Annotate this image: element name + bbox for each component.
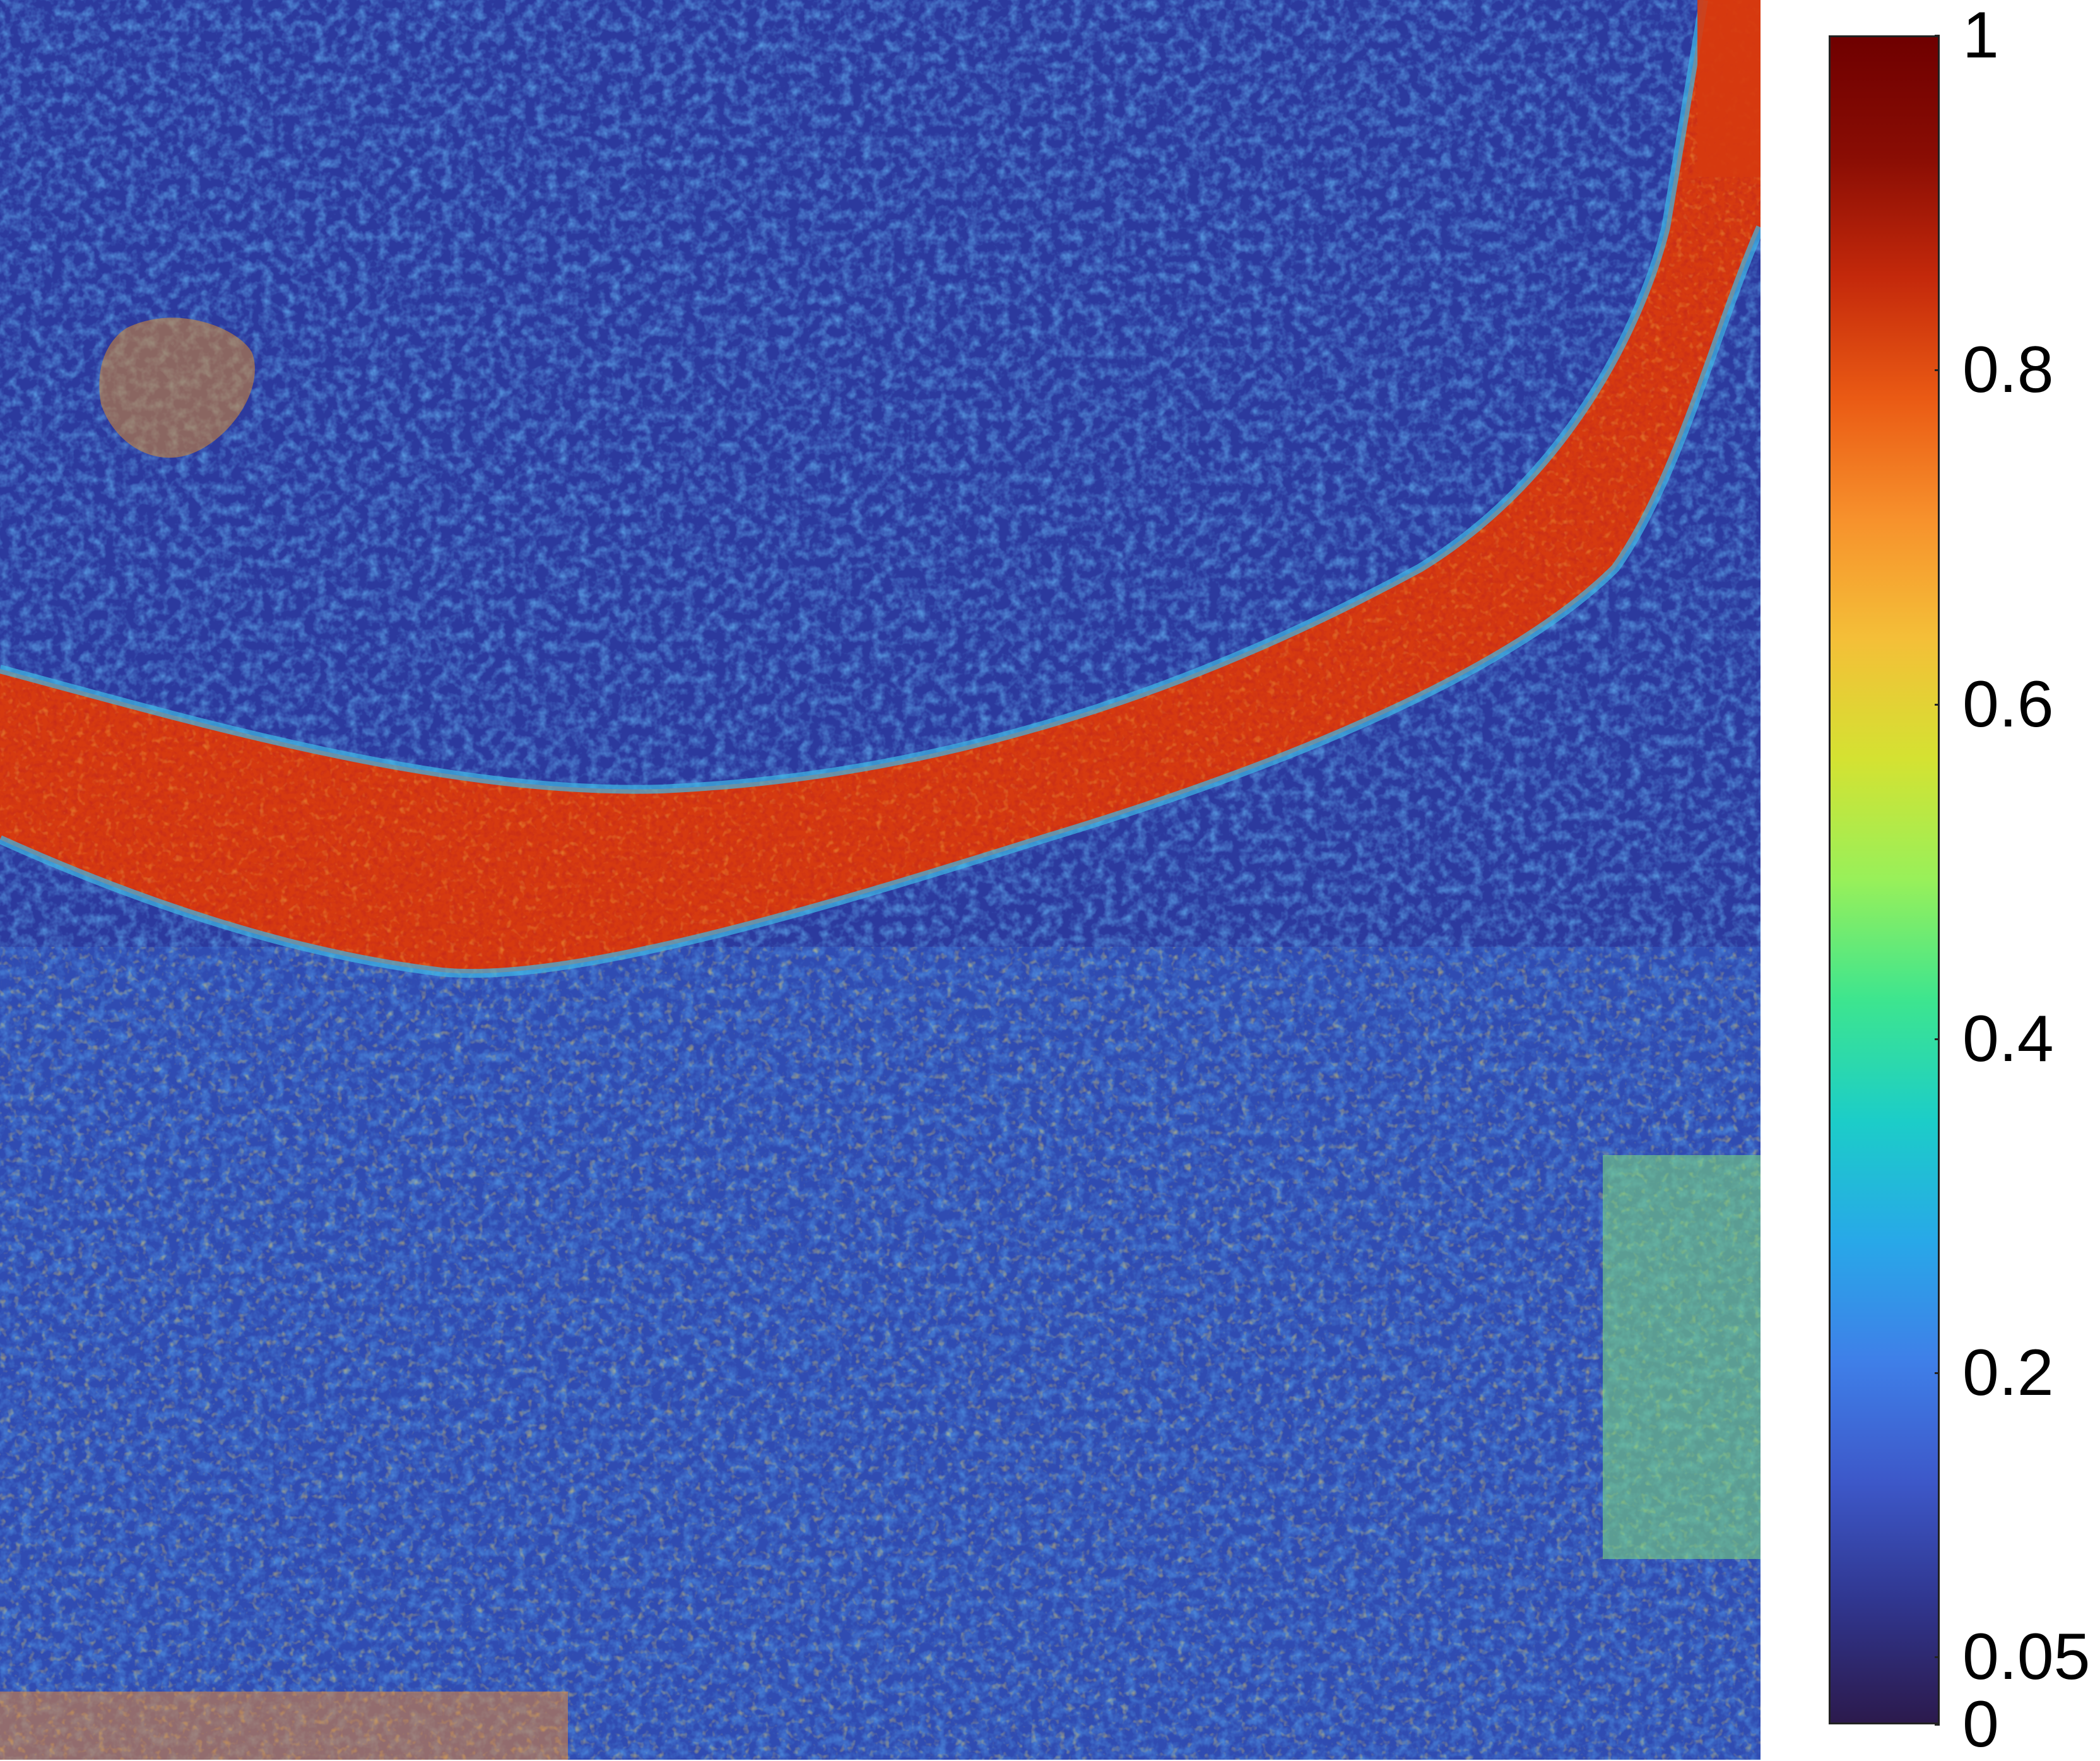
colorbar-gradient	[1829, 35, 1940, 1724]
colorbar-tick-mark	[1935, 1656, 1940, 1658]
colorbar-tick-mark	[1935, 703, 1940, 706]
colorbar-tick-label: 0.05	[1962, 1620, 2091, 1693]
colorbar-tick-mark	[1935, 369, 1940, 371]
heatmap-image	[0, 0, 1761, 1760]
colorbar-tick-mark	[1935, 35, 1940, 37]
colorbar-tick-label: 0.4	[1962, 1002, 2054, 1076]
colorbar-tick-mark	[1935, 1724, 1940, 1726]
colorbar-tick-label: 0	[1962, 1688, 1999, 1761]
colorbar-tick-label: 0.2	[1962, 1336, 2054, 1410]
colorbar-tick-mark	[1935, 1372, 1940, 1375]
colorbar-tick-mark	[1935, 1038, 1940, 1040]
colorbar-tick-label: 0.6	[1962, 667, 2054, 741]
colorbar-tick-label: 0.8	[1962, 333, 2054, 406]
colorbar-tick-label: 1	[1962, 0, 1999, 72]
